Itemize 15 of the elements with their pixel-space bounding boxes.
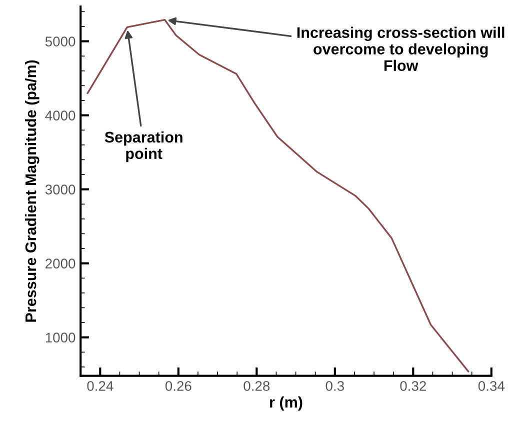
y-tick-label: 5000	[45, 36, 76, 46]
x-tick-label: 0.28	[244, 381, 270, 391]
y-tick-label: 2000	[46, 258, 76, 268]
x-tick-label: 0.32	[400, 381, 426, 391]
x-tick-label: 0.24	[87, 381, 114, 391]
y-tick-label: 3000	[45, 184, 76, 194]
x-tick-label: 0.34	[478, 381, 505, 391]
y-tick-label: 1000	[46, 332, 76, 343]
x-tick-label: 0.26	[165, 381, 192, 391]
x-axis-title: r (m)	[270, 396, 302, 411]
x-tick-label: 0.3	[326, 381, 344, 391]
y-axis-title: Pressure Gradient Magnitude (pa/m)	[24, 60, 40, 322]
annotation: Separation point	[104, 131, 182, 162]
annotation: Increasing cross-section will overcome to developing Flow	[297, 26, 504, 72]
y-tick-label: 4000	[45, 110, 76, 120]
